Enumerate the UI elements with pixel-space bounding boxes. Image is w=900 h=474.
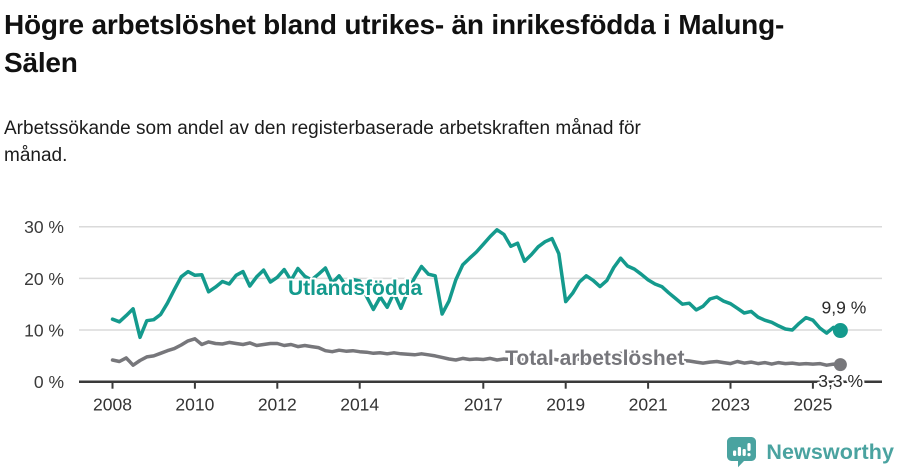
- x-axis-tick-label: 2021: [629, 395, 668, 415]
- x-axis-tick-label: 2017: [464, 395, 503, 415]
- series-end-dot-total: [833, 358, 847, 372]
- x-axis-tick-label: 2025: [793, 395, 832, 415]
- y-axis-tick-label: 10 %: [24, 321, 64, 341]
- end-value-total: 3,3 %: [818, 371, 863, 391]
- chart-subtitle: Arbetssökande som andel av den registerb…: [4, 118, 641, 166]
- x-axis-tick-label: 2014: [340, 395, 379, 415]
- newsworthy-logo-icon: [727, 437, 757, 468]
- x-axis-tick-label: 2012: [258, 395, 297, 415]
- y-axis-tick-label: 0 %: [34, 372, 64, 392]
- series-label-total: Total arbetslöshet: [505, 347, 684, 370]
- x-axis-tick-label: 2010: [175, 395, 214, 415]
- series-end-dot-utlandsfodda: [832, 323, 848, 339]
- newsworthy-wordmark: Newsworthy: [766, 439, 894, 464]
- y-axis-tick-label: 20 %: [24, 269, 64, 289]
- x-axis-tick-label: 2019: [546, 395, 585, 415]
- x-axis-tick-label: 2023: [711, 395, 750, 415]
- series-label-utlandsfodda: Utlandsfödda: [288, 277, 422, 300]
- end-value-utlandsfodda: 9,9 %: [822, 297, 867, 317]
- x-axis-tick-label: 2008: [93, 395, 132, 415]
- series-line-total: [110, 337, 843, 367]
- page-title: Högre arbetslöshet bland utrikes- än inr…: [4, 9, 785, 78]
- y-axis-tick-label: 30 %: [24, 217, 64, 237]
- series-line-utlandsfodda: [110, 228, 843, 340]
- brand-footer: Newsworthy: [726, 436, 894, 468]
